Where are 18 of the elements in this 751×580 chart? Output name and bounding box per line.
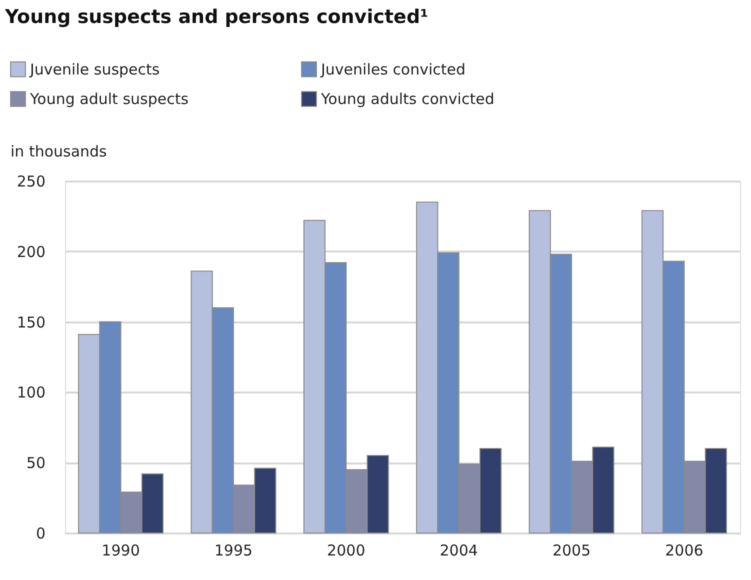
x-tick-label: 1990	[102, 542, 140, 560]
y-axis-title: in thousands	[10, 142, 108, 160]
legend-label: Young adults convicted	[320, 90, 494, 108]
legend-label: Juveniles convicted	[320, 60, 466, 78]
y-tick-label: 250	[16, 172, 46, 190]
legend-label: Young adult suspects	[29, 90, 189, 108]
y-tick-label: 100	[16, 384, 46, 402]
y-tick-label: 0	[36, 524, 46, 542]
x-tick-label: 2005	[552, 542, 591, 560]
y-tick-label: 50	[26, 454, 46, 472]
y-tick-label: 200	[16, 242, 46, 261]
x-tick-label: 2000	[327, 542, 366, 560]
legend-label: Juvenile suspects	[29, 60, 160, 78]
x-tick-label: 1995	[214, 542, 253, 560]
x-tick-label: 2006	[665, 542, 704, 560]
x-tick-label: 2004	[440, 542, 478, 560]
y-tick-label: 150	[16, 313, 46, 332]
chart-title: Young suspects and persons convicted¹	[4, 6, 428, 28]
